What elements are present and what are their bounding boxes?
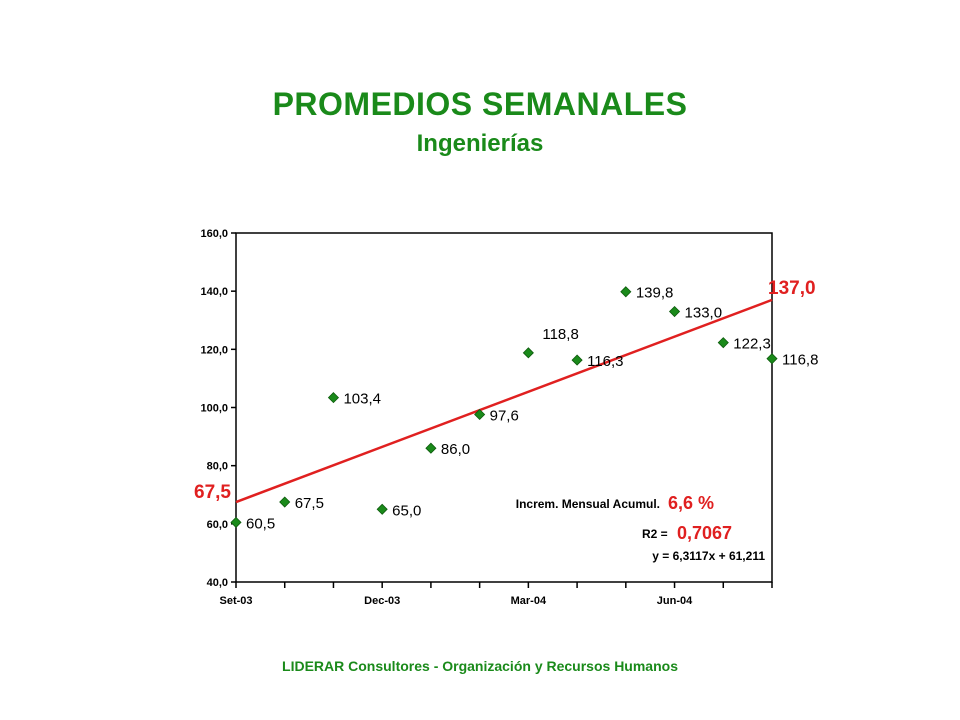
- trendline-end-label: 137,0: [768, 278, 816, 299]
- data-label: 133,0: [685, 305, 723, 322]
- data-point: [668, 305, 681, 318]
- y-tick-label: 140,0: [200, 286, 228, 298]
- data-label: 122,3: [733, 336, 771, 353]
- chart-subtitle: Ingenierías: [416, 130, 544, 157]
- data-point: [571, 354, 583, 366]
- x-tick-label: Dec-03: [364, 595, 400, 607]
- trendline-start-label: 67,5: [194, 482, 231, 503]
- data-label: 103,4: [343, 391, 381, 408]
- data-label: 97,6: [490, 407, 519, 424]
- x-tick-label: Jun-04: [657, 595, 693, 607]
- data-point: [474, 408, 486, 421]
- increment-label: Increm. Mensual Acumul.: [516, 497, 660, 511]
- data-label: 86,0: [441, 441, 470, 458]
- x-tick-label: Set-03: [219, 595, 252, 607]
- y-tick-label: 40,0: [207, 577, 228, 589]
- data-label: 118,8: [542, 326, 578, 343]
- data-label: 65,0: [392, 502, 421, 519]
- data-point: [425, 442, 437, 454]
- chart-title: PROMEDIOS SEMANALES: [272, 86, 688, 122]
- increment-value: 6,6 %: [668, 493, 714, 513]
- r2-value: 0,7067: [677, 523, 732, 543]
- chart-axes: 40,0 60,0 80,0 100,0 120,0 140,0 160,0 Set-03 De…: [200, 228, 773, 607]
- footer-text: LIDERAR Consultores - Organización y Rec…: [282, 658, 678, 674]
- trendline: [235, 298, 773, 504]
- regression-equation: y = 6,3117x + 61,211: [652, 549, 765, 563]
- annotations: Increm. Mensual Acumul. 6,6 %R2 = 0,7067 y …: [516, 493, 766, 563]
- data-point: [522, 347, 534, 359]
- y-tick-label: 60,0: [207, 519, 228, 531]
- r2-label: R2 =: [642, 527, 668, 541]
- data-label: 60,5: [246, 515, 275, 532]
- y-tick-label: 160,0: [200, 228, 228, 240]
- data-point: [717, 337, 729, 349]
- data-point: [279, 496, 291, 508]
- trendline-group: 67,5 137,0: [194, 278, 816, 504]
- data-point: [766, 353, 778, 365]
- y-tick-label: 80,0: [207, 461, 228, 473]
- x-tick-label: Mar-04: [511, 595, 547, 607]
- data-point: [327, 392, 340, 404]
- data-label: 67,5: [295, 495, 324, 512]
- data-label: 116,8: [782, 352, 818, 369]
- y-tick-label: 100,0: [200, 403, 228, 415]
- y-tick-label: 120,0: [200, 344, 228, 356]
- data-points: 60,5 67,5 103,4 65,0 86,0 97,6 118,8 116,3 139,8…: [230, 285, 818, 532]
- data-label: 116,3: [587, 353, 623, 370]
- data-point: [620, 286, 632, 298]
- data-label: 139,8: [636, 285, 674, 302]
- data-point: [230, 516, 242, 528]
- data-point: [376, 503, 388, 515]
